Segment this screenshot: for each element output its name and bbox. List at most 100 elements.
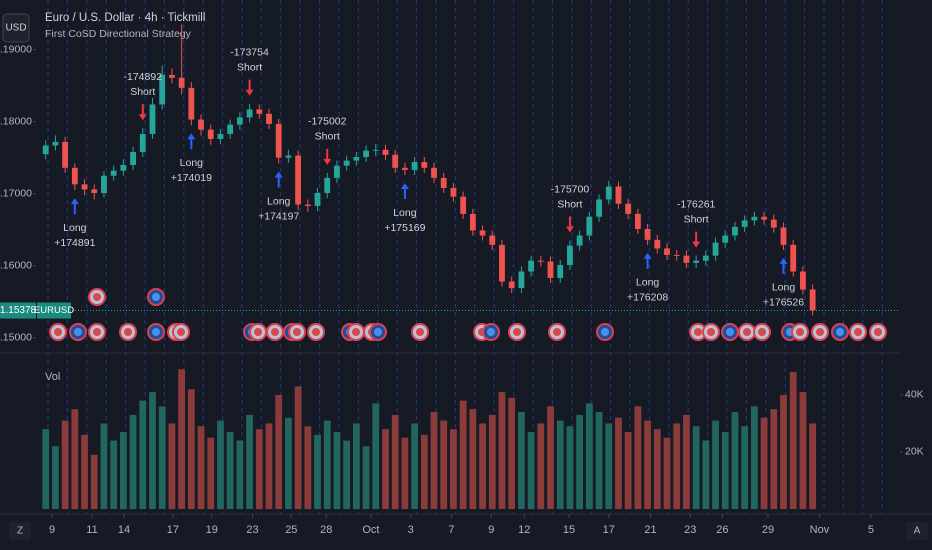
- x-tick-label: 26: [716, 524, 728, 536]
- event-icon-inner: [553, 328, 561, 336]
- signal-amount: -174892: [124, 71, 163, 83]
- volume-bar: [333, 432, 341, 509]
- zoom-button[interactable]: [9, 522, 31, 540]
- volume-bar: [479, 423, 486, 509]
- volume-bar: [547, 406, 554, 509]
- volume-bar: [585, 403, 593, 509]
- volume-bar: [450, 429, 457, 509]
- volume-bar: [430, 412, 438, 509]
- candle-body: [71, 167, 78, 185]
- candle-body: [712, 242, 719, 256]
- volume-bar: [207, 437, 215, 509]
- candle-body: [285, 155, 292, 158]
- event-icon-inner: [124, 328, 132, 336]
- event-icon-inner: [152, 328, 160, 336]
- candle-body: [751, 216, 758, 221]
- event-icon-inner: [743, 328, 751, 336]
- event-icon-inner: [854, 328, 862, 336]
- short-arrowhead: [138, 114, 147, 121]
- short-arrowhead: [323, 158, 332, 165]
- volume-bar: [343, 440, 351, 509]
- volume-bar: [780, 394, 787, 509]
- candle-body: [557, 265, 564, 278]
- x-tick-label: 29: [762, 524, 774, 536]
- candle-body: [246, 109, 253, 118]
- volume-bar: [401, 437, 409, 509]
- candle-body: [479, 230, 486, 236]
- candle-body: [91, 189, 98, 194]
- candle-body: [431, 167, 437, 178]
- candle-body: [42, 145, 49, 155]
- candle-body: [275, 123, 282, 158]
- y-tick-label: 1.19000: [0, 43, 32, 55]
- volume-bar: [498, 392, 506, 509]
- volume-bar: [595, 412, 603, 509]
- candle-body: [800, 271, 806, 290]
- volume-bar: [789, 372, 797, 509]
- event-icon-inner: [726, 328, 734, 336]
- volume-bar: [605, 423, 613, 509]
- candle-body: [266, 113, 272, 124]
- volume-bar: [119, 432, 127, 509]
- long-arrowhead: [400, 183, 409, 189]
- symbol-tag: [37, 302, 71, 319]
- currency-button[interactable]: [2, 13, 30, 43]
- volume-bar: [90, 454, 98, 509]
- candle-body: [343, 160, 350, 166]
- signal-amount: +176208: [627, 292, 668, 304]
- volume-bar: [566, 426, 574, 509]
- candle-body: [528, 260, 535, 272]
- candle-body: [460, 196, 467, 214]
- volume-bar: [556, 420, 564, 509]
- volume-bar: [809, 423, 817, 509]
- candle-body: [664, 248, 670, 255]
- volume-bar: [731, 412, 739, 509]
- volume-bar: [236, 440, 244, 509]
- volume-bar: [760, 417, 768, 509]
- candle-body: [790, 244, 797, 272]
- candle-body: [644, 229, 651, 240]
- candle-body: [130, 151, 136, 165]
- volume-bar: [372, 403, 380, 509]
- volume-bar: [158, 406, 166, 509]
- signal-amount: +176526: [763, 297, 804, 309]
- volume-bar: [226, 432, 234, 509]
- event-icon-inner: [54, 328, 62, 336]
- volume-bar: [323, 420, 331, 509]
- event-icon-inner: [836, 328, 844, 336]
- volume-bar: [217, 420, 224, 509]
- short-arrowhead: [565, 226, 574, 233]
- long-arrowhead: [274, 171, 283, 178]
- auto-button[interactable]: [906, 522, 928, 540]
- volume-tick-label: 40K: [905, 389, 924, 401]
- event-icon-inner: [694, 328, 702, 336]
- volume-bar: [537, 423, 545, 509]
- candle-body: [256, 109, 263, 114]
- event-icon-inner: [374, 328, 382, 336]
- signal-side: Long: [267, 195, 291, 207]
- x-tick-label: 19: [206, 524, 218, 536]
- event-icon-inner: [74, 328, 82, 336]
- volume-bar: [42, 429, 50, 509]
- volume-bar: [770, 409, 778, 509]
- candle-body: [52, 141, 59, 146]
- candle-body: [634, 213, 641, 230]
- signal-amount: -173754: [230, 46, 269, 58]
- x-tick-label: 11: [86, 524, 97, 536]
- volume-bar: [508, 397, 516, 509]
- candle-body: [625, 203, 632, 214]
- signal-amount: +174197: [258, 210, 299, 222]
- volume-bar: [246, 414, 253, 509]
- candle-body: [178, 77, 185, 88]
- volume-bar: [663, 437, 671, 509]
- volume-bar: [411, 423, 419, 509]
- x-tick-label: 9: [488, 524, 494, 536]
- signal-amount: +174891: [54, 237, 95, 249]
- candle-body: [489, 235, 496, 245]
- signal-amount: +175169: [384, 222, 425, 234]
- candle-body: [401, 167, 408, 170]
- volume-bar: [712, 420, 719, 509]
- candle-body: [586, 216, 593, 236]
- candle-body: [702, 255, 709, 261]
